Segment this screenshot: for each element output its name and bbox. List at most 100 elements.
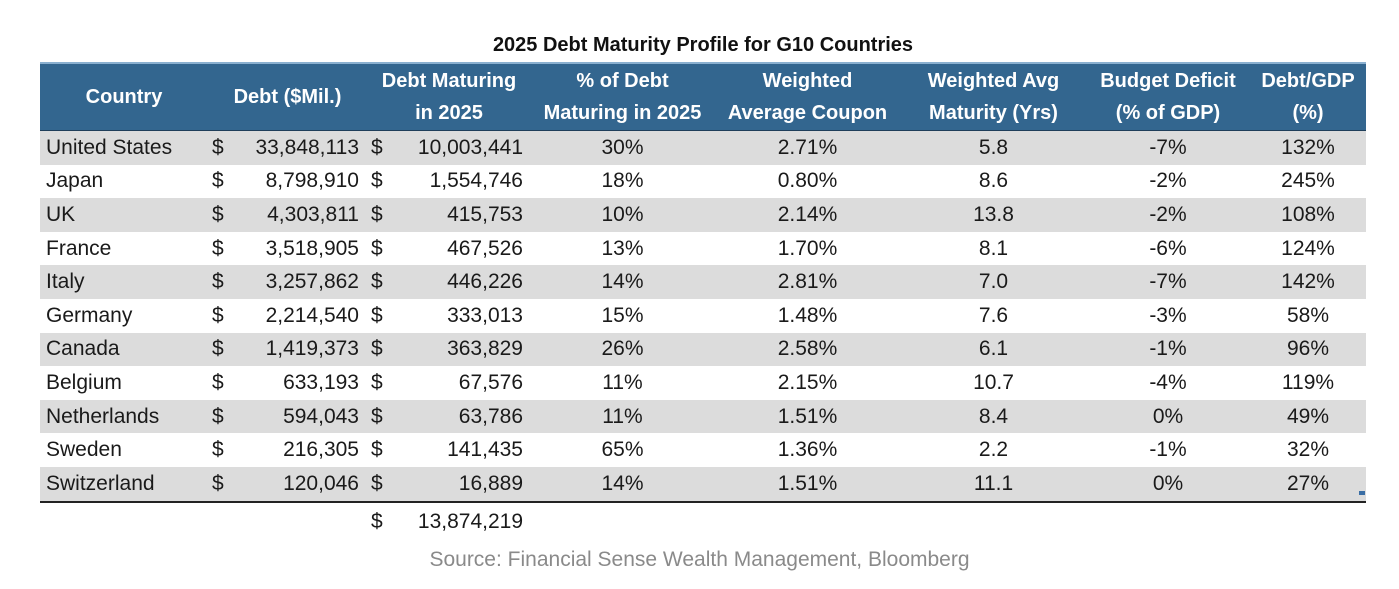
cell-value: 216,305: [283, 438, 359, 462]
total-row: $13,874,219: [40, 501, 1366, 541]
column-header-line: in 2025: [415, 102, 483, 124]
currency-symbol: $: [371, 370, 383, 394]
country-cell: Germany: [46, 303, 133, 327]
cell-value: 633,193: [283, 370, 359, 394]
table-cell: 49%: [1250, 399, 1366, 434]
table-cell: -3%: [1149, 303, 1187, 327]
currency-symbol: $: [212, 303, 224, 327]
table-cell: 11%: [531, 399, 714, 434]
table-cell: 1.36%: [777, 438, 838, 462]
table-row: Sweden $216,305 $141,435 65% 1.36% 2.2 -1% 32%: [40, 433, 1366, 467]
table-cell: 124%: [1281, 236, 1335, 260]
table-cell: 26%: [531, 332, 714, 367]
table-cell: -2%: [1149, 169, 1187, 193]
table-row: Japan $8,798,910 $1,554,746 18% 0.80% 8.6 -2% 2…: [40, 165, 1366, 199]
empty-cell: [208, 501, 367, 541]
table-cell: 10%: [531, 198, 714, 232]
cell-value: 594,043: [283, 404, 359, 428]
cell-value: 16,889: [458, 471, 523, 495]
cell-value: 1,554,746: [429, 169, 523, 193]
table-row: Belgium $633,193 $67,576 11% 2.15% 10.7 -4% 119…: [40, 366, 1366, 400]
table-cell: -1%: [1149, 438, 1187, 462]
table-cell: -4%: [1149, 370, 1187, 394]
country-cell: Japan: [46, 169, 104, 193]
currency-symbol: $: [212, 135, 224, 159]
table-cell: $333,013: [367, 299, 531, 333]
table-row: United States $33,848,113 $10,003,441 30% 2.…: [40, 130, 1366, 165]
source-note: Source: Financial Sense Wealth Managemen…: [429, 548, 970, 571]
table-cell: $4,303,811: [208, 198, 367, 232]
cell-value: 120,046: [283, 471, 359, 495]
table-cell: -7%: [1086, 130, 1250, 165]
table-cell: 7.0: [901, 265, 1086, 299]
country-cell: Sweden: [46, 438, 122, 462]
currency-symbol: $: [212, 370, 224, 394]
currency-symbol: $: [371, 270, 383, 294]
table-cell: 5.8: [901, 130, 1086, 165]
cell-value: 13,874,219: [417, 509, 523, 533]
table-row: Italy $3,257,862 $446,226 14% 2.81% 7.0 -7% 142…: [40, 265, 1366, 299]
table-cell: $363,829: [367, 332, 531, 367]
column-header-line: (% of GDP): [1115, 102, 1221, 124]
table-cell: 96%: [1250, 332, 1366, 367]
currency-symbol: $: [212, 169, 224, 193]
table-row: Germany $2,214,540 $333,013 15% 1.48% 7.6 -3% 5…: [40, 299, 1366, 333]
column-header: Debt ($Mil.): [208, 62, 367, 131]
currency-symbol: $: [371, 438, 383, 462]
cell-value: 3,518,905: [265, 236, 359, 260]
cell-value: 141,435: [447, 438, 523, 462]
cell-value: 8,798,910: [265, 169, 359, 193]
table-cell: $216,305: [208, 433, 367, 467]
table-cell: -2%: [1086, 198, 1250, 232]
table-cell: $467,526: [367, 232, 531, 266]
currency-symbol: $: [371, 202, 383, 226]
table-title: 2025 Debt Maturity Profile for G10 Count…: [492, 34, 914, 56]
table-cell: 10.7: [973, 370, 1014, 394]
table-row: UK $4,303,811 $415,753 10% 2.14% 13.8 -2% 108%: [40, 198, 1366, 232]
table-cell: 6.1: [901, 332, 1086, 367]
empty-cell: [531, 501, 1366, 541]
country-cell: United States: [40, 130, 208, 165]
total-maturing-cell: $13,874,219: [367, 501, 531, 541]
currency-symbol: $: [212, 202, 224, 226]
table-cell: 108%: [1250, 198, 1366, 232]
cell-value: 1,419,373: [265, 337, 359, 361]
table-cell: 8.4: [901, 399, 1086, 434]
table-cell: 30%: [531, 130, 714, 165]
column-header-line: Debt Maturing: [381, 70, 517, 92]
cell-value: 446,226: [447, 270, 523, 294]
table-cell: $16,889: [367, 466, 531, 503]
table-cell: $1,419,373: [208, 332, 367, 367]
table-cell: 27%: [1250, 466, 1366, 503]
table-cell: 2.14%: [714, 198, 901, 232]
currency-symbol: $: [212, 337, 224, 361]
table-cell: 8.1: [978, 236, 1009, 260]
country-cell: Switzerland: [40, 466, 208, 503]
currency-symbol: $: [371, 337, 383, 361]
table-cell: 11.1: [901, 466, 1086, 503]
table-cell: -7%: [1086, 265, 1250, 299]
table-cell: 32%: [1286, 438, 1330, 462]
currency-symbol: $: [212, 236, 224, 260]
currency-symbol: $: [371, 303, 383, 327]
table-cell: $10,003,441: [367, 130, 531, 165]
table-cell: -1%: [1086, 332, 1250, 367]
column-header: Weighted Avg Maturity (Yrs): [901, 62, 1086, 131]
table-cell: $594,043: [208, 399, 367, 434]
cell-value: 467,526: [447, 236, 523, 260]
cell-value: 415,753: [447, 202, 523, 226]
table-cell: 2.81%: [714, 265, 901, 299]
table-cell: $1,554,746: [367, 165, 531, 199]
empty-cell: [40, 501, 208, 541]
table-cell: 2.15%: [777, 370, 838, 394]
table-row: France $3,518,905 $467,526 13% 1.70% 8.1 -6% 12…: [40, 232, 1366, 266]
table-row: Netherlands $594,043 $63,786 11% 1.51% 8.4 0% 4…: [40, 399, 1366, 434]
country-cell: France: [46, 236, 112, 260]
column-header-line: Weighted Avg: [927, 70, 1060, 92]
table-cell: 18%: [601, 169, 644, 193]
table-cell: $2,214,540: [208, 299, 367, 333]
column-header: Weighted Average Coupon: [714, 62, 901, 131]
column-header: % of Debt Maturing in 2025: [531, 62, 714, 131]
cell-value: 63,786: [458, 404, 523, 428]
table-cell: $446,226: [367, 265, 531, 299]
